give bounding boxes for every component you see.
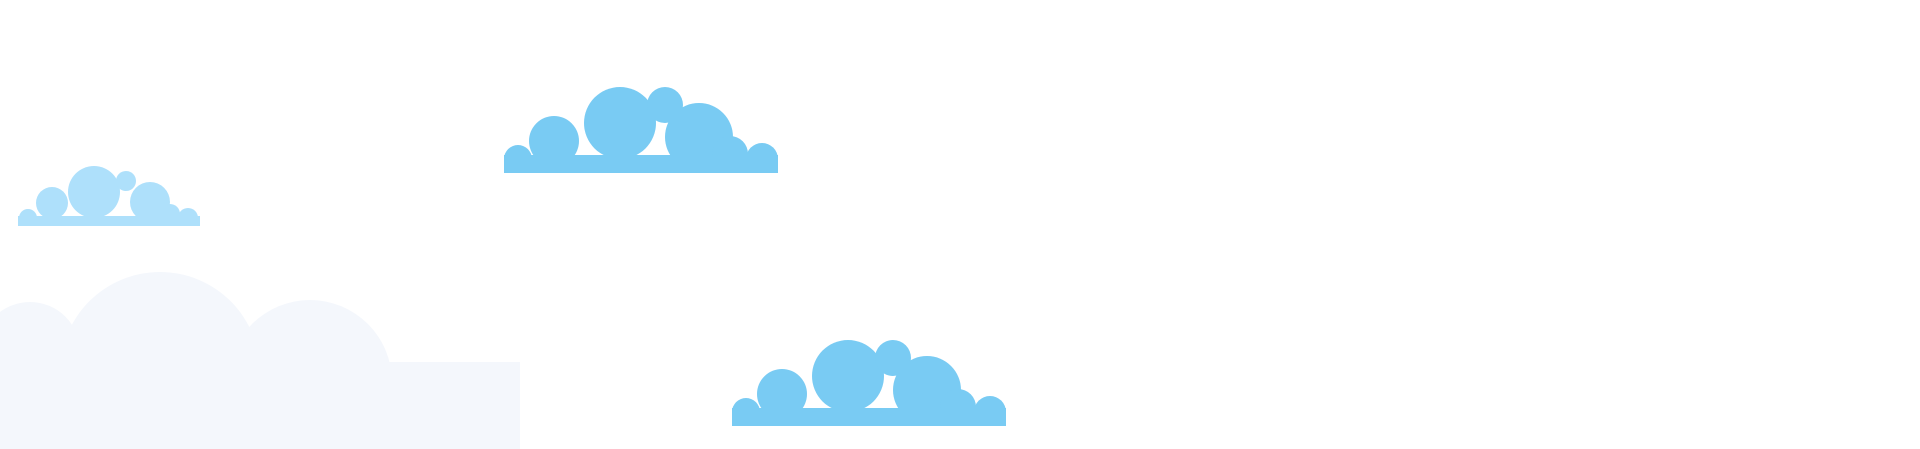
top-text-fragment	[0, 0, 300, 4]
cropped-text-glyphs	[98, 0, 218, 2]
cloud-blue-bottom	[732, 340, 1006, 426]
cloud-light-left	[18, 166, 200, 226]
cloud-blue-top	[504, 87, 778, 173]
cloud-pale-large	[0, 272, 520, 449]
cropped-link[interactable]	[226, 0, 272, 4]
